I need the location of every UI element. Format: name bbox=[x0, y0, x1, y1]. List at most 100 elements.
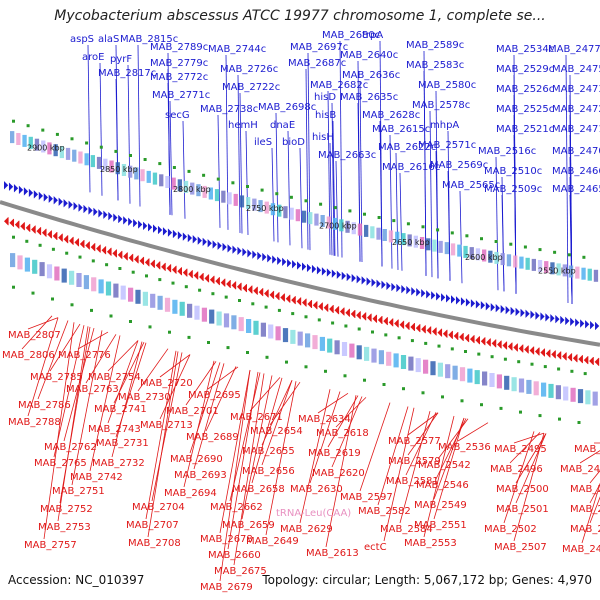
gene-label-top: MAB_2698c bbox=[258, 102, 316, 113]
gene-label-top: MAB_2471c bbox=[552, 124, 600, 135]
green-mark-bottom bbox=[371, 330, 374, 334]
leader-line-top bbox=[429, 110, 433, 278]
leader-line-bottom bbox=[43, 322, 75, 540]
reverse-gene-arrow bbox=[464, 334, 470, 343]
green-mark-outer bbox=[90, 308, 93, 312]
forward-gene-arrow bbox=[157, 225, 163, 234]
gc-band-bottom bbox=[349, 343, 355, 358]
reverse-gene-arrow bbox=[448, 330, 453, 339]
gc-band-bottom bbox=[135, 289, 141, 304]
gc-band-top bbox=[301, 210, 307, 223]
gene-label-bottom: MAB_2463 bbox=[574, 444, 600, 455]
reverse-gene-arrow bbox=[545, 349, 551, 358]
forward-gene-arrow bbox=[8, 182, 14, 191]
gc-band-bottom bbox=[98, 279, 104, 294]
reverse-gene-arrow bbox=[572, 354, 578, 363]
gene-label-top: MAB_2477c bbox=[548, 44, 600, 55]
gc-band-top bbox=[183, 180, 189, 193]
gc-band-top bbox=[258, 200, 263, 213]
leader-line-bottom bbox=[265, 381, 297, 536]
green-mark-bottom bbox=[317, 318, 321, 322]
forward-gene-arrow bbox=[411, 287, 416, 296]
green-mark-bottom bbox=[211, 292, 215, 296]
forward-gene-arrow bbox=[28, 188, 34, 197]
gc-band-top bbox=[289, 207, 294, 220]
gene-label-top: MAB_2687c bbox=[288, 58, 346, 69]
leader-line-bottom bbox=[503, 431, 535, 524]
forward-gene-arrow bbox=[172, 230, 178, 239]
leader-line-top bbox=[99, 62, 103, 196]
forward-gene-arrow bbox=[460, 297, 466, 306]
gc-band-bottom bbox=[459, 367, 466, 382]
forward-gene-arrow bbox=[421, 289, 426, 298]
gene-label-bottom: MAB_2469 bbox=[570, 524, 600, 535]
gc-band-bottom bbox=[400, 355, 407, 369]
green-mark-outer bbox=[421, 391, 425, 395]
gene-label-bottom: MAB_2704 bbox=[132, 502, 185, 513]
forward-gene-arrow bbox=[292, 260, 297, 269]
forward-gene-arrow bbox=[436, 292, 441, 301]
green-mark-outer bbox=[129, 320, 132, 323]
reverse-gene-arrow bbox=[85, 241, 90, 250]
green-mark-outer bbox=[577, 421, 581, 424]
gene-label-top: MAB_2616c bbox=[382, 162, 440, 173]
forward-gene-arrow bbox=[227, 244, 232, 253]
green-mark-top bbox=[260, 188, 264, 192]
green-mark-top bbox=[319, 202, 323, 206]
leader-line-bottom bbox=[57, 326, 89, 522]
reverse-gene-arrow bbox=[583, 356, 589, 365]
forward-gene-arrow bbox=[565, 316, 570, 325]
scale-label: 2650 kbp bbox=[392, 238, 430, 247]
forward-gene-arrow bbox=[287, 259, 292, 268]
reverse-gene-arrow bbox=[236, 282, 242, 291]
reverse-gene-arrow bbox=[469, 335, 475, 344]
gene-label-top: MAB_2510c bbox=[484, 166, 542, 177]
forward-gene-arrow bbox=[93, 207, 98, 216]
gc-band-top bbox=[320, 215, 325, 227]
leader-line-bottom bbox=[71, 330, 103, 486]
gc-band-top bbox=[283, 206, 288, 219]
leader-line-bottom bbox=[423, 415, 455, 538]
reverse-gene-arrow bbox=[556, 351, 562, 360]
gc-band-bottom bbox=[32, 259, 38, 274]
green-mark-outer bbox=[12, 285, 15, 289]
gc-band-bottom bbox=[290, 329, 296, 344]
gene-label-bottom: MAB_2785 bbox=[30, 372, 83, 383]
gc-band-bottom bbox=[467, 368, 473, 383]
forward-gene-arrow bbox=[510, 307, 515, 316]
reverse-gene-arrow bbox=[372, 314, 378, 323]
gc-band-bottom bbox=[482, 371, 488, 386]
gene-label-bottom: MAB_2742 bbox=[70, 472, 123, 483]
backbone-line bbox=[0, 200, 600, 347]
forward-gene-arrow bbox=[63, 199, 68, 208]
gc-band-bottom bbox=[61, 268, 67, 283]
gene-label-bottom: MAB_2656 bbox=[242, 466, 295, 477]
reverse-gene-arrow bbox=[226, 279, 231, 288]
reverse-gene-arrow bbox=[442, 329, 448, 338]
leader-line-bottom bbox=[325, 395, 357, 548]
leader-line-bottom bbox=[261, 380, 293, 446]
gc-band-top bbox=[239, 195, 245, 208]
gc-band-bottom bbox=[533, 381, 539, 396]
gene-label-top: MAB_2640c bbox=[340, 50, 398, 61]
gene-label-top: secG bbox=[165, 110, 190, 121]
leader-line-bottom bbox=[183, 360, 215, 488]
leader-line-top bbox=[245, 130, 249, 236]
gc-band-top bbox=[444, 242, 449, 255]
gene-label-top: MAB_2697c bbox=[290, 42, 348, 53]
green-mark-bottom bbox=[477, 352, 481, 356]
reverse-gene-arrow bbox=[177, 267, 182, 276]
forward-gene-arrow bbox=[570, 317, 575, 326]
gene-label-bottom: MAB_2752 bbox=[40, 504, 93, 515]
green-mark-outer bbox=[168, 330, 171, 334]
leader-line-bottom bbox=[37, 320, 69, 400]
gc-band-bottom bbox=[415, 358, 421, 373]
green-mark-top bbox=[85, 141, 89, 145]
leader-line-bottom bbox=[433, 417, 465, 520]
gc-band-top bbox=[351, 222, 356, 235]
leader-line-top bbox=[399, 172, 403, 271]
gc-band-top bbox=[469, 247, 474, 260]
leader-line-bottom bbox=[107, 340, 139, 372]
reverse-gene-arrow bbox=[101, 246, 107, 255]
